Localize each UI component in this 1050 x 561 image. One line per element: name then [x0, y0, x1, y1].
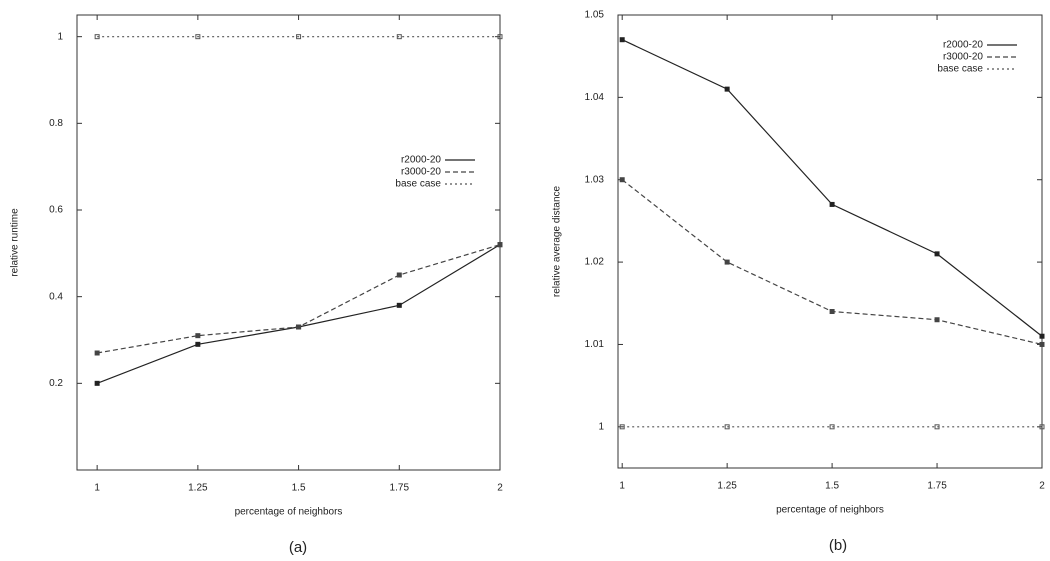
point	[619, 424, 625, 430]
x-tick-label: 1.25	[717, 481, 737, 492]
legend-label: r2000-20	[943, 40, 983, 51]
point	[934, 424, 940, 430]
point	[829, 309, 835, 315]
y-tick-label: 1.02	[585, 257, 605, 268]
point	[1039, 333, 1045, 339]
legend-label: r2000-20	[401, 155, 441, 166]
x-tick-label: 1.5	[825, 481, 839, 492]
point	[296, 34, 302, 40]
y-tick-label: 0.4	[49, 291, 63, 302]
plot-frame	[617, 14, 1043, 469]
y-axis-label: relative runtime	[10, 208, 21, 277]
x-tick-label: 1.75	[390, 483, 410, 494]
point	[296, 324, 302, 330]
x-tick-label: 2	[497, 483, 503, 494]
point	[619, 37, 625, 43]
point	[94, 350, 100, 356]
point	[396, 34, 402, 40]
point	[829, 201, 835, 207]
point	[724, 259, 730, 265]
caption: (a)	[289, 539, 307, 556]
point	[497, 34, 503, 40]
series-line	[621, 39, 1043, 337]
point	[94, 34, 100, 40]
x-tick-label: 2	[1039, 481, 1045, 492]
point	[497, 242, 503, 248]
caption: (b)	[829, 537, 847, 554]
plot-frame	[76, 14, 501, 471]
x-tick-label: 1.75	[927, 481, 947, 492]
point	[94, 380, 100, 386]
legend-label: base case	[395, 179, 441, 190]
y-tick-label: 0.2	[49, 378, 63, 389]
point	[396, 302, 402, 308]
point	[1039, 424, 1045, 430]
point	[829, 424, 835, 430]
legend-label: r3000-20	[943, 52, 983, 63]
point	[195, 34, 201, 40]
point	[1039, 341, 1045, 347]
y-axis-label: relative average distance	[552, 185, 563, 297]
point	[934, 251, 940, 257]
point	[619, 177, 625, 183]
x-axis-label: percentage of neighbors	[776, 505, 884, 516]
point	[396, 272, 402, 278]
x-tick-label: 1.5	[292, 483, 306, 494]
x-tick-label: 1	[94, 483, 100, 494]
point	[724, 86, 730, 92]
x-axis-label: percentage of neighbors	[235, 507, 343, 518]
y-tick-label: 1.03	[585, 174, 605, 185]
y-tick-label: 0.8	[49, 118, 63, 129]
legend-label: r3000-20	[401, 167, 441, 178]
y-tick-label: 1.04	[585, 92, 605, 103]
y-tick-label: 1.01	[585, 339, 605, 350]
point	[934, 317, 940, 323]
x-tick-label: 1.25	[188, 483, 208, 494]
y-tick-label: 1.05	[585, 10, 605, 21]
y-tick-label: 1	[57, 31, 63, 42]
y-tick-label: 0.6	[49, 205, 63, 216]
x-tick-label: 1	[619, 481, 625, 492]
point	[195, 341, 201, 347]
legend-label: base case	[937, 64, 983, 75]
point	[195, 333, 201, 339]
point	[724, 424, 730, 430]
series-line	[97, 244, 501, 354]
series-line	[96, 244, 501, 384]
y-tick-label: 1	[598, 421, 604, 432]
